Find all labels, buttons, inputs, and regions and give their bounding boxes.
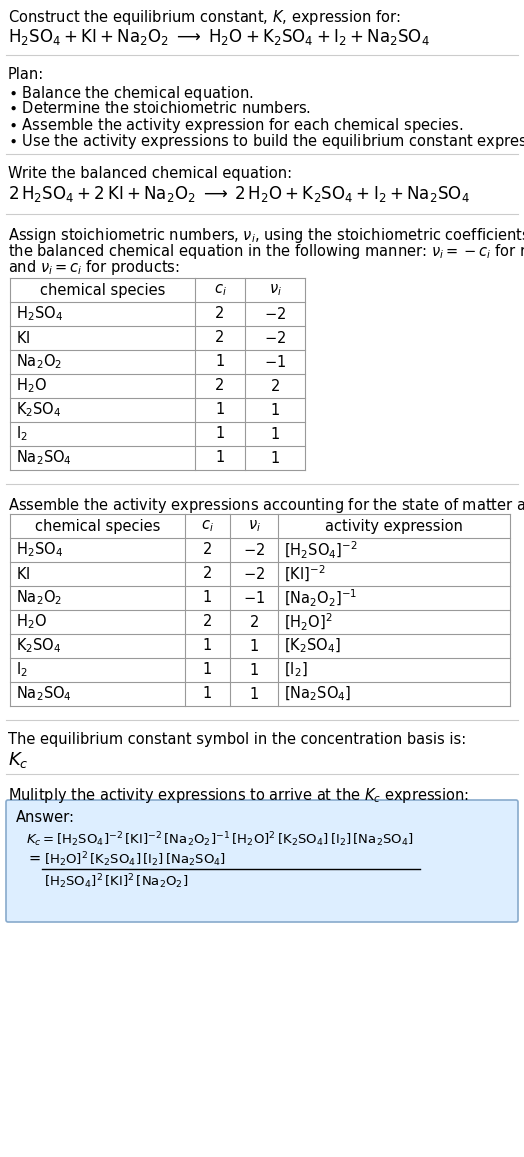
Text: $\mathrm{I_2}$: $\mathrm{I_2}$: [16, 425, 28, 443]
Text: chemical species: chemical species: [35, 518, 160, 533]
Text: 1: 1: [203, 663, 212, 678]
Text: $1$: $1$: [270, 401, 280, 418]
Text: $1$: $1$: [249, 686, 259, 702]
Text: The equilibrium constant symbol in the concentration basis is:: The equilibrium constant symbol in the c…: [8, 732, 466, 747]
Text: chemical species: chemical species: [40, 282, 165, 297]
Text: activity expression: activity expression: [325, 518, 463, 533]
Text: $-1$: $-1$: [264, 354, 286, 370]
Text: 2: 2: [215, 331, 225, 346]
Text: $\mathrm{K_2SO_4}$: $\mathrm{K_2SO_4}$: [16, 400, 62, 419]
Text: $1$: $1$: [249, 662, 259, 678]
Text: $2$: $2$: [249, 614, 259, 631]
Text: 1: 1: [215, 354, 225, 369]
FancyBboxPatch shape: [6, 799, 518, 922]
Text: $-1$: $-1$: [243, 590, 265, 606]
Text: 2: 2: [203, 614, 212, 629]
Text: $[\mathrm{H_2SO_4}]^{2}\,[\mathrm{KI}]^{2}\,[\mathrm{Na_2O_2}]$: $[\mathrm{H_2SO_4}]^{2}\,[\mathrm{KI}]^{…: [44, 872, 188, 891]
Text: and $\nu_i = c_i$ for products:: and $\nu_i = c_i$ for products:: [8, 258, 180, 277]
Text: Assign stoichiometric numbers, $\nu_i$, using the stoichiometric coefficients, $: Assign stoichiometric numbers, $\nu_i$, …: [8, 226, 524, 245]
Text: $1$: $1$: [249, 638, 259, 654]
Text: 1: 1: [215, 403, 225, 418]
Text: Plan:: Plan:: [8, 67, 44, 82]
Text: $K_c = [\mathrm{H_2SO_4}]^{-2}\,[\mathrm{KI}]^{-2}\,[\mathrm{Na_2O_2}]^{-1}\,[\m: $K_c = [\mathrm{H_2SO_4}]^{-2}\,[\mathrm…: [26, 830, 414, 849]
Text: Write the balanced chemical equation:: Write the balanced chemical equation:: [8, 165, 292, 180]
Text: $-2$: $-2$: [243, 541, 265, 558]
Text: $\mathrm{Na_2SO_4}$: $\mathrm{Na_2SO_4}$: [16, 449, 72, 467]
Text: 1: 1: [215, 450, 225, 465]
Text: $-2$: $-2$: [264, 330, 286, 346]
Text: Assemble the activity expressions accounting for the state of matter and $\nu_i$: Assemble the activity expressions accoun…: [8, 496, 524, 515]
Text: $1$: $1$: [270, 450, 280, 466]
Text: $[\mathrm{I_2}]$: $[\mathrm{I_2}]$: [284, 661, 308, 679]
Text: $\bullet$ Determine the stoichiometric numbers.: $\bullet$ Determine the stoichiometric n…: [8, 100, 311, 116]
Text: $\mathrm{Na_2O_2}$: $\mathrm{Na_2O_2}$: [16, 353, 62, 371]
Text: $\mathrm{H_2O}$: $\mathrm{H_2O}$: [16, 377, 47, 396]
Text: $\mathrm{2\,H_2SO_4 + 2\,KI + Na_2O_2 \;\longrightarrow\; 2\,H_2O + K_2SO_4 + I_: $\mathrm{2\,H_2SO_4 + 2\,KI + Na_2O_2 \;…: [8, 184, 470, 204]
Text: 1: 1: [203, 590, 212, 605]
Text: Answer:: Answer:: [16, 810, 75, 825]
Text: $\mathrm{H_2SO_4}$: $\mathrm{H_2SO_4}$: [16, 540, 63, 559]
Text: $[\mathrm{KI}]^{-2}$: $[\mathrm{KI}]^{-2}$: [284, 563, 325, 584]
Text: $\mathrm{H_2SO_4 + KI + Na_2O_2 \;\longrightarrow\; H_2O + K_2SO_4 + I_2 + Na_2S: $\mathrm{H_2SO_4 + KI + Na_2O_2 \;\longr…: [8, 27, 430, 47]
Text: $[\mathrm{Na_2O_2}]^{-1}$: $[\mathrm{Na_2O_2}]^{-1}$: [284, 588, 357, 609]
Text: $[\mathrm{H_2SO_4}]^{-2}$: $[\mathrm{H_2SO_4}]^{-2}$: [284, 539, 357, 560]
Text: 1: 1: [215, 427, 225, 442]
Text: $K_c$: $K_c$: [8, 750, 29, 771]
Text: $c_i$: $c_i$: [214, 282, 226, 297]
Text: $\mathrm{K_2SO_4}$: $\mathrm{K_2SO_4}$: [16, 636, 62, 655]
Text: $\mathrm{Na_2O_2}$: $\mathrm{Na_2O_2}$: [16, 589, 62, 607]
Text: $\bullet$ Balance the chemical equation.: $\bullet$ Balance the chemical equation.: [8, 84, 254, 103]
Text: the balanced chemical equation in the following manner: $\nu_i = -c_i$ for react: the balanced chemical equation in the fo…: [8, 242, 524, 261]
Text: $1$: $1$: [270, 426, 280, 442]
Text: $\mathrm{H_2SO_4}$: $\mathrm{H_2SO_4}$: [16, 304, 63, 323]
Text: $\mathrm{KI}$: $\mathrm{KI}$: [16, 330, 30, 346]
Text: $[\mathrm{H_2O}]^{2}$: $[\mathrm{H_2O}]^{2}$: [284, 611, 333, 633]
Text: $-2$: $-2$: [264, 305, 286, 322]
Text: $c_i$: $c_i$: [201, 518, 214, 533]
Text: $[\mathrm{H_2O}]^{2}\,[\mathrm{K_2SO_4}]\,[\mathrm{I_2}]\,[\mathrm{Na_2SO_4}]$: $[\mathrm{H_2O}]^{2}\,[\mathrm{K_2SO_4}]…: [44, 850, 226, 869]
Text: 2: 2: [215, 307, 225, 322]
Text: $\nu_i$: $\nu_i$: [247, 518, 260, 533]
Text: Mulitply the activity expressions to arrive at the $K_c$ expression:: Mulitply the activity expressions to arr…: [8, 786, 469, 805]
Text: $\mathrm{I_2}$: $\mathrm{I_2}$: [16, 661, 28, 679]
Text: $-2$: $-2$: [243, 566, 265, 582]
Text: 2: 2: [203, 543, 212, 558]
Text: $\mathrm{Na_2SO_4}$: $\mathrm{Na_2SO_4}$: [16, 685, 72, 703]
Text: $[\mathrm{Na_2SO_4}]$: $[\mathrm{Na_2SO_4}]$: [284, 685, 351, 703]
Text: $=$: $=$: [26, 850, 41, 865]
Text: $2$: $2$: [270, 378, 280, 395]
Text: 2: 2: [203, 567, 212, 582]
Text: Construct the equilibrium constant, $K$, expression for:: Construct the equilibrium constant, $K$,…: [8, 8, 401, 27]
Text: 1: 1: [203, 686, 212, 701]
Text: 1: 1: [203, 639, 212, 654]
Text: $\nu_i$: $\nu_i$: [268, 282, 281, 297]
Text: $\bullet$ Assemble the activity expression for each chemical species.: $\bullet$ Assemble the activity expressi…: [8, 116, 463, 135]
Text: $\mathrm{KI}$: $\mathrm{KI}$: [16, 566, 30, 582]
Text: $\bullet$ Use the activity expressions to build the equilibrium constant express: $\bullet$ Use the activity expressions t…: [8, 132, 524, 152]
Text: 2: 2: [215, 378, 225, 393]
Text: $\mathrm{H_2O}$: $\mathrm{H_2O}$: [16, 613, 47, 632]
Text: $[\mathrm{K_2SO_4}]$: $[\mathrm{K_2SO_4}]$: [284, 636, 341, 655]
